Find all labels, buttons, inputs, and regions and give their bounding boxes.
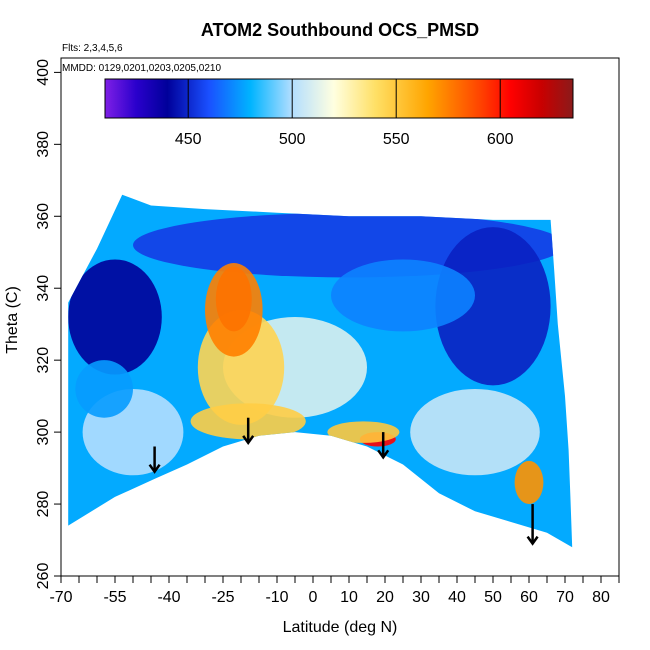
heatmap-features (68, 212, 565, 505)
y-axis-label: Theta (C) (4, 286, 21, 354)
colorbar-gradient (104, 78, 574, 119)
chart-title: ATOM2 Southbound OCS_PMSD (201, 20, 479, 40)
arrow-marker-3 (377, 432, 390, 460)
x-tick-label-10: 10 (340, 589, 358, 606)
arrow-markers (148, 417, 539, 546)
feature-high-west-upper (68, 259, 162, 375)
colorbar-tick-label-600: 600 (487, 131, 514, 148)
y-tick-label-400: 400 (35, 59, 52, 86)
x-axis: -70 -55 -40 -25 -10 0 10 20 30 40 50 60 70 80 (49, 576, 620, 606)
x-tick-label-50: 50 (484, 589, 502, 606)
x-tick-label--10: -10 (265, 589, 288, 606)
y-tick-label-380: 380 (35, 131, 52, 158)
arrow-marker-4 (526, 504, 539, 546)
plot-frame (60, 57, 620, 577)
x-tick-label-20: 20 (376, 589, 394, 606)
colorbar-tick-label-550: 550 (383, 131, 410, 148)
x-tick-label--70: -70 (49, 589, 72, 606)
y-tick-label-340: 340 (35, 275, 52, 302)
y-axis: 260 280 300 320 340 360 380 400 (35, 59, 61, 589)
colorbar-ticks: 450 500 550 600 (175, 79, 514, 148)
y-tick-label-260: 260 (35, 563, 52, 590)
feature-right-lower-light (410, 388, 540, 476)
colorbar-tick-label-500: 500 (279, 131, 306, 148)
feature-northern-deep-blue (435, 227, 551, 386)
colorbar: 450 500 550 600 (104, 78, 574, 148)
feature-orange-halo-tropics (205, 263, 263, 357)
arrow-marker-2 (242, 417, 255, 446)
x-tick-label-80: 80 (592, 589, 610, 606)
y-tick-label-300: 300 (35, 419, 52, 446)
arrow-marker-1 (148, 446, 161, 474)
y-tick-label-360: 360 (35, 203, 52, 230)
heatmap-surface (68, 194, 573, 548)
x-tick-label-30: 30 (412, 589, 430, 606)
feature-orange-box-60N (514, 460, 544, 505)
x-tick-label-60: 60 (520, 589, 538, 606)
x-tick-label-70: 70 (556, 589, 574, 606)
dates-annotation: MMDD: 0129,0201,0203,0205,0210 (62, 63, 221, 74)
x-tick-label-0: 0 (309, 589, 318, 606)
feature-yellow-near-20N (327, 421, 400, 443)
x-tick-label-40: 40 (448, 589, 466, 606)
feature-southern-blue-mid (75, 360, 133, 418)
x-tick-label--40: -40 (157, 589, 180, 606)
y-tick-label-320: 320 (35, 347, 52, 374)
x-tick-label--55: -55 (103, 589, 126, 606)
flights-annotation: Flts: 2,3,4,5,6 (62, 43, 123, 54)
feature-mid-upper-blue (331, 259, 475, 332)
x-axis-label: Latitude (deg N) (283, 619, 398, 636)
y-tick-label-280: 280 (35, 491, 52, 518)
x-tick-label--25: -25 (211, 589, 234, 606)
colorbar-tick-label-450: 450 (175, 131, 202, 148)
